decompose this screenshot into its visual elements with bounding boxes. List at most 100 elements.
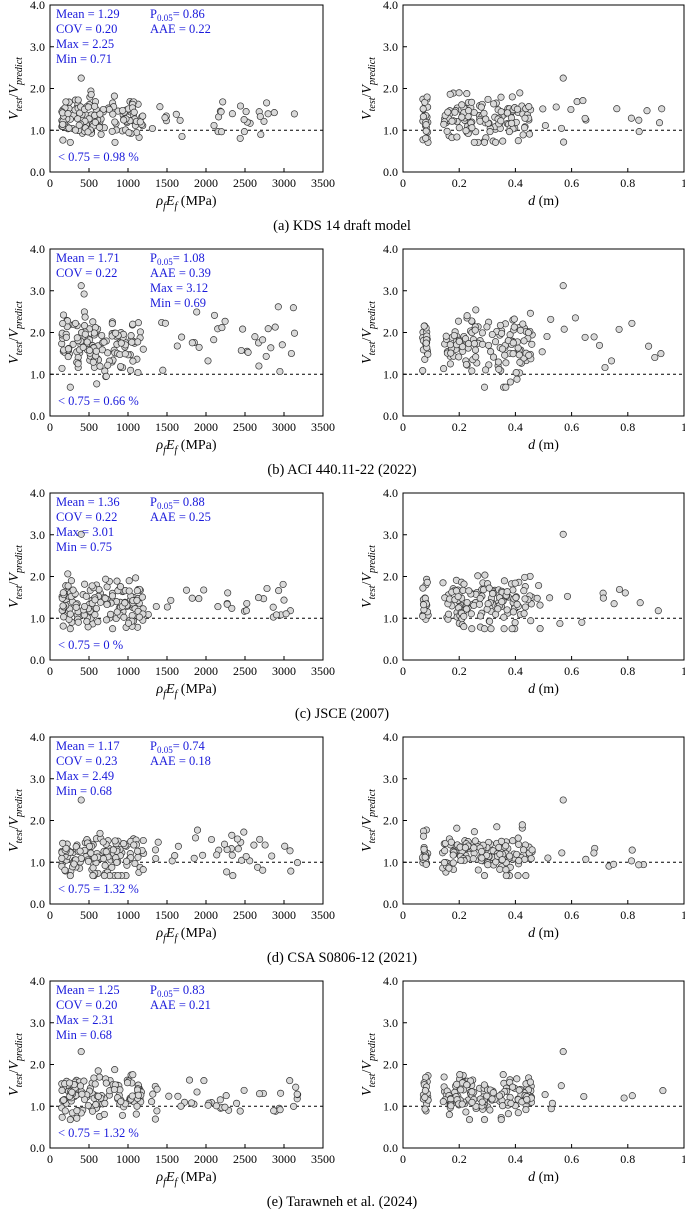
data-point bbox=[163, 603, 171, 611]
x-label-part: ρ bbox=[155, 438, 163, 453]
x-tick-label: 0.6 bbox=[564, 908, 579, 922]
x-tick-label: 1000 bbox=[116, 664, 140, 678]
data-point bbox=[139, 345, 147, 353]
data-point bbox=[195, 343, 203, 351]
y-tick-label: 1.0 bbox=[30, 1099, 45, 1113]
data-point bbox=[514, 344, 522, 352]
x-label-part: f bbox=[175, 933, 179, 944]
y-tick-label: 4.0 bbox=[383, 0, 398, 12]
data-point bbox=[92, 1101, 100, 1109]
x-tick-label: 3500 bbox=[311, 664, 335, 678]
data-point bbox=[523, 1095, 531, 1104]
data-point bbox=[117, 1097, 125, 1106]
y-label-part: / bbox=[360, 581, 375, 585]
data-point bbox=[214, 603, 222, 611]
stat-part: 0.05 bbox=[157, 13, 173, 23]
x-tick-label: 0.4 bbox=[508, 908, 523, 922]
data-point bbox=[244, 348, 252, 356]
y-label-part: V bbox=[7, 572, 22, 582]
y-label-part: test bbox=[14, 97, 25, 111]
data-point bbox=[615, 325, 623, 333]
data-point bbox=[573, 98, 581, 106]
data-point bbox=[109, 846, 117, 854]
data-point bbox=[525, 130, 534, 138]
data-point bbox=[84, 1101, 92, 1110]
data-point bbox=[527, 617, 535, 625]
data-point bbox=[484, 600, 492, 608]
x-tick-label: 2500 bbox=[233, 664, 257, 678]
y-label-part: / bbox=[360, 337, 375, 341]
data-point bbox=[159, 366, 167, 374]
x-tick-label: 0 bbox=[47, 908, 53, 922]
data-point bbox=[72, 843, 80, 851]
data-point bbox=[464, 107, 473, 115]
data-point bbox=[91, 611, 99, 619]
stat-right-line: Max = 3.12 bbox=[150, 281, 208, 295]
y-label-part: predict bbox=[14, 789, 25, 818]
data-point bbox=[125, 129, 133, 137]
data-point bbox=[108, 127, 116, 135]
stat-part: = 1.08 bbox=[173, 251, 205, 265]
y-label-part: predict bbox=[367, 1033, 378, 1062]
data-points bbox=[419, 1048, 667, 1124]
data-point bbox=[500, 613, 508, 621]
data-point bbox=[490, 100, 498, 108]
y-label-part: V bbox=[7, 110, 22, 120]
data-point bbox=[275, 587, 283, 595]
data-point bbox=[651, 353, 659, 362]
data-point bbox=[615, 585, 624, 594]
x-axis-label: ρfEf (MPa) bbox=[155, 1170, 216, 1188]
data-point bbox=[136, 118, 144, 126]
data-point bbox=[109, 625, 117, 633]
data-point bbox=[468, 1098, 476, 1106]
data-point bbox=[119, 106, 127, 115]
data-point bbox=[109, 110, 117, 118]
plot-frame bbox=[402, 736, 685, 905]
below-threshold-text: < 0.75 = 1.32 % bbox=[58, 882, 139, 896]
data-point bbox=[516, 358, 524, 366]
data-point bbox=[508, 625, 516, 633]
data-point bbox=[290, 1102, 298, 1110]
data-point bbox=[167, 596, 175, 604]
x-tick-label: 2500 bbox=[233, 1152, 257, 1166]
y-tick-label: 4.0 bbox=[30, 242, 45, 256]
data-point bbox=[462, 1108, 470, 1116]
data-point bbox=[567, 105, 575, 114]
data-point bbox=[293, 859, 302, 867]
x-axis-label: ρfEf (MPa) bbox=[155, 682, 216, 700]
x-tick-label: 0.6 bbox=[564, 664, 579, 678]
data-point bbox=[134, 338, 142, 346]
stat-part: Min = 0.69 bbox=[150, 296, 206, 310]
data-point bbox=[81, 330, 89, 338]
data-point bbox=[272, 611, 281, 619]
data-point bbox=[188, 339, 196, 347]
data-point bbox=[80, 290, 88, 298]
data-point bbox=[484, 95, 492, 103]
x-tick-label: 2000 bbox=[194, 176, 218, 190]
data-point bbox=[256, 835, 264, 843]
data-point bbox=[94, 1067, 102, 1075]
stat-part: 0.05 bbox=[157, 745, 173, 755]
data-point bbox=[470, 340, 478, 348]
data-point bbox=[149, 1090, 157, 1098]
plot-frame bbox=[402, 248, 685, 417]
data-point bbox=[541, 121, 549, 130]
data-point bbox=[645, 342, 653, 350]
data-point bbox=[521, 603, 529, 611]
stat-line: COV = 0.20 bbox=[56, 998, 117, 1012]
data-point bbox=[100, 338, 108, 346]
y-axis-label: Vtest/Vpredict bbox=[360, 789, 378, 852]
data-point bbox=[193, 1088, 201, 1096]
data-point-max bbox=[559, 1048, 567, 1056]
data-point bbox=[71, 126, 80, 134]
data-point bbox=[502, 872, 510, 880]
y-label-part: V bbox=[7, 842, 22, 852]
data-point bbox=[187, 1099, 196, 1107]
data-point bbox=[511, 619, 519, 627]
data-point bbox=[233, 835, 241, 843]
x-tick-label: 0.2 bbox=[452, 908, 467, 922]
data-point bbox=[287, 349, 295, 358]
data-point bbox=[421, 355, 429, 363]
x-tick-label: 3000 bbox=[272, 664, 296, 678]
